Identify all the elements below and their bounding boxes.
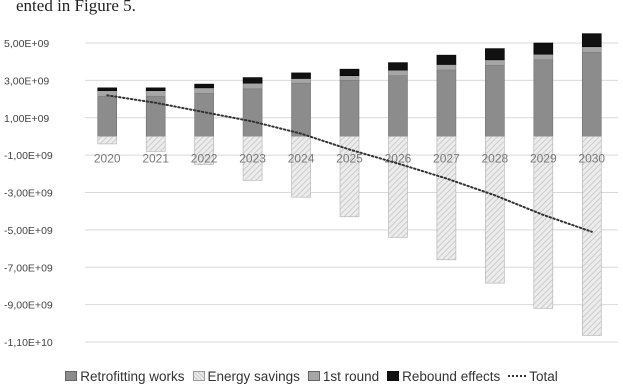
x-tick-label: 2022	[191, 151, 218, 165]
y-tick-label: -7,00E+09	[4, 262, 53, 274]
bar-retrofitting-works	[194, 93, 214, 137]
bar-retrofitting-works	[97, 95, 118, 137]
bar-rebound-effects	[242, 77, 263, 84]
y-tick-label: -3,00E+09	[4, 188, 53, 200]
legend-item-energy-savings: Energy savings	[192, 368, 300, 384]
bar-first-round	[194, 87, 214, 94]
x-tick-label: 2027	[433, 151, 460, 165]
bar-energy-savings	[97, 136, 118, 145]
bar-retrofitting-works	[485, 65, 505, 137]
y-tick-label: 1,00E+09	[4, 113, 49, 125]
bar-rebound-effects	[194, 83, 214, 89]
y-tick-label: -5,00E+09	[4, 225, 53, 237]
y-axis-ticks: 5,00E+09 3,00E+09 1,00E+09 -1,00E+09 -3,00E+…	[4, 38, 53, 349]
legend-label: Retrofitting works	[80, 368, 185, 384]
legend-item-retrofitting: Retrofitting works	[65, 368, 185, 384]
x-tick-label: 2030	[578, 151, 605, 165]
x-axis-ticks: 2020 2021 2022 2023 2024 2025 2026 2027 2028 2029…	[94, 151, 606, 165]
total-line-swatch-icon	[508, 375, 527, 377]
legend-label: 1st round	[322, 368, 380, 384]
bar-first-round	[485, 59, 505, 66]
bar-rebound-effects	[291, 72, 311, 79]
y-tick-label: 3,00E+09	[4, 75, 49, 87]
y-tick-label: -1,10E+10	[4, 337, 53, 349]
bar-retrofitting-works	[339, 80, 360, 137]
total-line	[106, 94, 593, 233]
x-tick-label: 2029	[530, 151, 557, 165]
bar-energy-savings	[145, 136, 166, 152]
first-round-swatch-icon	[307, 371, 320, 381]
y-tick-label: -1,00E+09	[4, 150, 53, 162]
bar-first-round	[533, 53, 554, 61]
bar-rebound-effects	[485, 48, 505, 61]
bar-energy-savings	[242, 136, 263, 181]
caption-text: ented in Figure 5.	[16, 0, 136, 15]
bars	[97, 33, 602, 336]
bar-first-round	[291, 78, 311, 84]
energy-savings-swatch-icon	[192, 371, 205, 381]
bar-retrofitting-works	[388, 75, 408, 137]
bar-first-round	[388, 69, 408, 77]
rebound-swatch-icon	[387, 371, 400, 381]
x-tick-label: 2020	[94, 151, 121, 165]
bar-energy-savings	[291, 136, 311, 198]
bar-retrofitting-works	[436, 69, 457, 137]
x-tick-label: 2021	[142, 151, 169, 165]
bar-retrofitting-works	[581, 52, 602, 137]
bar-rebound-effects	[339, 68, 360, 77]
legend-label: Rebound effects	[402, 368, 501, 384]
legend-item-total: Total	[508, 369, 558, 384]
retrofitting-swatch-icon	[65, 371, 78, 381]
total-series-line	[106, 94, 593, 233]
bar-rebound-effects	[388, 62, 408, 71]
bar-rebound-effects	[97, 87, 118, 91]
bar-first-round	[242, 82, 263, 90]
bar-first-round	[339, 75, 360, 81]
bar-rebound-effects	[436, 54, 457, 65]
bar-energy-savings	[339, 136, 360, 218]
x-tick-label: 2028	[482, 151, 509, 165]
bar-energy-savings	[436, 136, 457, 261]
x-tick-label: 2023	[239, 151, 266, 165]
bar-energy-savings	[581, 136, 602, 336]
bar-energy-savings	[485, 136, 505, 284]
y-tick-label: -9,00E+09	[4, 300, 53, 312]
bar-retrofitting-works	[291, 82, 311, 137]
bar-rebound-effects	[581, 33, 602, 48]
x-tick-label: 2025	[336, 151, 363, 165]
bar-retrofitting-works	[242, 88, 263, 137]
bar-rebound-effects	[145, 87, 166, 91]
bar-rebound-effects	[533, 42, 554, 55]
bar-first-round	[145, 90, 166, 97]
legend-label: Total	[529, 368, 558, 384]
bar-first-round	[436, 64, 457, 71]
legend-label: Energy savings	[207, 368, 300, 384]
legend: Retrofitting works Energy savings 1st ro…	[0, 365, 623, 387]
bar-retrofitting-works	[533, 59, 554, 137]
x-tick-label: 2024	[288, 151, 315, 165]
bar-first-round	[581, 46, 602, 53]
legend-item-first-round: 1st round	[307, 368, 380, 384]
y-tick-label: 5,00E+09	[4, 38, 49, 50]
legend-item-rebound: Rebound effects	[387, 369, 500, 384]
bar-energy-savings	[533, 136, 554, 309]
bar-energy-savings	[194, 136, 214, 165]
